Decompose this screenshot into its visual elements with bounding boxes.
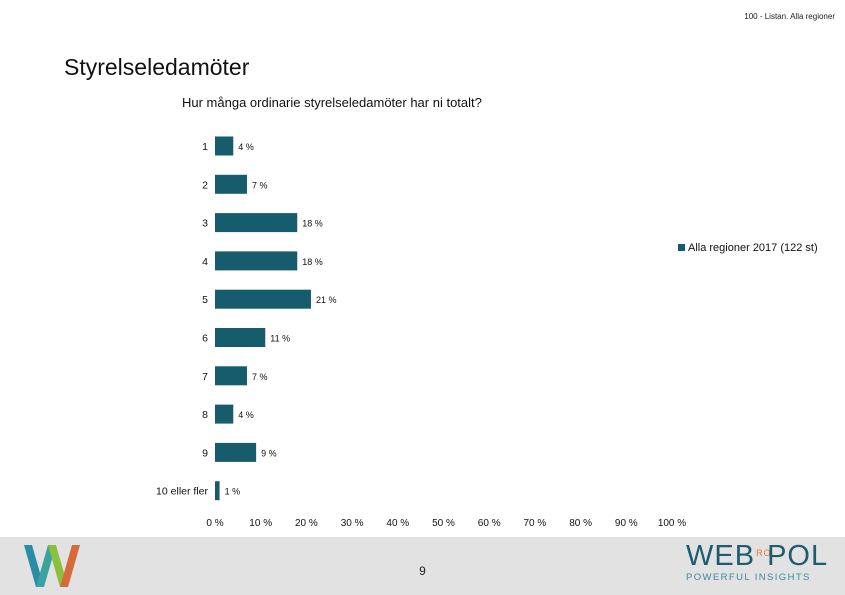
category-label: 4 [202, 256, 208, 268]
category-label: 7 [202, 371, 208, 383]
bar [215, 481, 220, 501]
brand-word-b: POL [767, 540, 829, 572]
data-label: 7 % [252, 180, 268, 190]
bar [215, 174, 247, 194]
legend: Alla regioner 2017 (122 st) [678, 242, 818, 254]
data-label: 18 % [302, 257, 323, 267]
category-label: 1 [202, 141, 208, 153]
bars-layer: 1 4 % 2 7 % 3 18 % 4 18 % 5 21 % 6 11 % 7 7 % 8 4 % 9 9 %… [156, 136, 337, 501]
bar [215, 442, 257, 462]
data-label: 7 % [252, 372, 268, 382]
brand-word-a: WEB [686, 540, 756, 572]
x-tick-label: 80 % [569, 518, 592, 529]
x-tick-label: 10 % [249, 518, 272, 529]
data-label: 1 % [225, 487, 241, 497]
category-label: 3 [202, 218, 208, 230]
bar [215, 251, 298, 271]
category-label: 10 eller fler [156, 486, 208, 498]
data-label: 18 % [302, 219, 323, 229]
x-axis: 0 % 10 % 20 % 30 % 40 % 50 % 60 % 70 % 80 % 90 % 1… [206, 518, 686, 529]
chart-title: Hur många ordinarie styrelseledamöter ha… [182, 95, 482, 110]
bar [215, 136, 234, 156]
category-label: 2 [202, 179, 208, 191]
data-label: 9 % [261, 448, 277, 458]
data-label: 21 % [316, 295, 337, 305]
slide-title: Styrelseledamöter [64, 54, 250, 80]
bar [215, 404, 234, 424]
brand-tagline: POWERFUL INSIGHTS [686, 572, 811, 583]
legend-swatch [678, 244, 685, 251]
data-label: 4 % [238, 410, 254, 420]
category-label: 9 [202, 447, 208, 459]
x-tick-label: 20 % [295, 518, 318, 529]
legend-label: Alla regioner 2017 (122 st) [688, 242, 818, 254]
brand-ro: RO [756, 548, 772, 558]
category-label: 8 [202, 409, 208, 421]
report-subtitle: 100 - Listan. Alla regioner [744, 12, 835, 21]
data-label: 4 % [238, 142, 254, 152]
webropol-logo: WEBROPOL POWERFUL INSIGHTS [686, 540, 829, 583]
bar-chart: Hur många ordinarie styrelseledamöter ha… [156, 95, 818, 529]
category-label: 6 [202, 333, 208, 345]
x-tick-label: 50 % [432, 518, 455, 529]
webropol-wordmark: WEBROPOL [686, 540, 829, 572]
x-tick-label: 60 % [478, 518, 501, 529]
bar [215, 366, 247, 386]
x-tick-label: 70 % [524, 518, 547, 529]
footer [0, 537, 845, 595]
bar [215, 328, 266, 347]
page-number: 9 [419, 564, 426, 578]
bar [215, 289, 311, 309]
w-logo-icon [24, 545, 80, 587]
x-tick-label: 90 % [615, 518, 638, 529]
bar [215, 213, 298, 233]
x-tick-label: 40 % [386, 518, 409, 529]
category-label: 5 [202, 294, 208, 306]
x-tick-label: 30 % [341, 518, 364, 529]
x-tick-label: 0 % [206, 518, 223, 529]
data-label: 11 % [270, 334, 290, 344]
x-tick-label: 100 % [658, 518, 686, 529]
